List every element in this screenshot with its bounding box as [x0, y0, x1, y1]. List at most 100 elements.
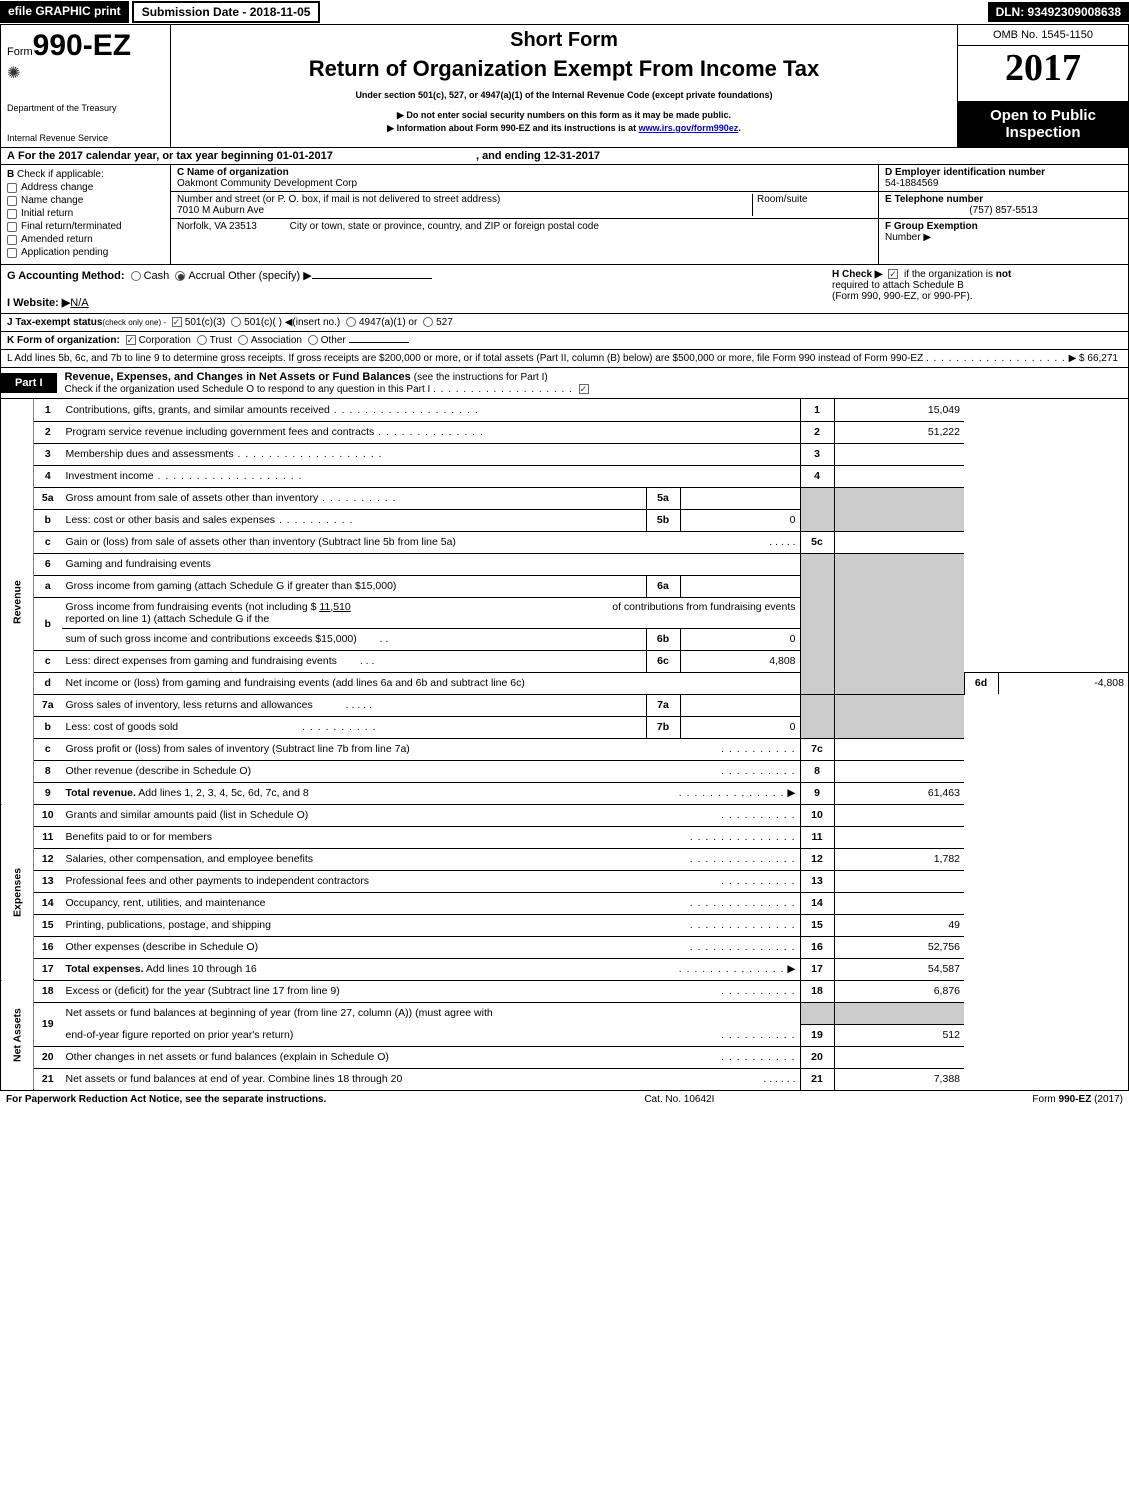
line-19-b: end-of-year figure reported on prior yea…	[1, 1024, 1128, 1046]
line-6: 6 Gaming and fundraising events	[1, 553, 1128, 575]
phone-value: (757) 857-5513	[885, 205, 1122, 216]
line-17-amount: 54,587	[834, 958, 964, 980]
line-2-amount: 51,222	[834, 421, 964, 443]
section-bcdef: B Check if applicable: Address change Na…	[1, 165, 1128, 265]
short-form-title: Short Form	[177, 29, 951, 52]
dln-label: DLN: 93492309008638	[988, 2, 1129, 22]
return-title: Return of Organization Exempt From Incom…	[177, 56, 951, 82]
chk-501c3[interactable]	[172, 317, 182, 327]
do-not-enter-text: ▶ Do not enter social security numbers o…	[177, 110, 951, 121]
section-j: J Tax-exempt status(check only one) - 50…	[1, 314, 1128, 332]
chk-name-change[interactable]: Name change	[7, 195, 164, 206]
irs-eagle-icon: ✺	[7, 63, 164, 83]
info-about-text: ▶ Information about Form 990-EZ and its …	[177, 123, 951, 134]
line-9-amount: 61,463	[834, 782, 964, 804]
line-5b-amount: 0	[680, 509, 800, 531]
line-9: 9 Total revenue. Add lines 1, 2, 3, 4, 5…	[1, 782, 1128, 804]
line-18-amount: 6,876	[834, 980, 964, 1002]
section-l: L Add lines 5b, 6c, and 7b to line 9 to …	[1, 350, 1128, 368]
part-1-table: Revenue 1 Contributions, gifts, grants, …	[1, 399, 1128, 1090]
group-exemption-number: Number ▶	[885, 232, 1122, 243]
dept-irs: Internal Revenue Service	[7, 133, 164, 143]
radio-accrual[interactable]	[175, 271, 185, 281]
chk-final-return[interactable]: Final return/terminated	[7, 221, 164, 232]
chk-schedule-o[interactable]	[579, 384, 589, 394]
form-prefix: Form	[7, 46, 33, 58]
netassets-section-label: Net Assets	[1, 980, 34, 1090]
top-bar: efile GRAPHIC print Submission Date - 20…	[0, 0, 1129, 24]
open-to-public-badge: Open to Public Inspection	[958, 101, 1128, 147]
section-i: I Website: ▶N/A	[7, 296, 832, 309]
line-12-amount: 1,782	[834, 848, 964, 870]
tax-year: 2017	[958, 46, 1128, 101]
line-21-amount: 7,388	[834, 1068, 964, 1090]
radio-trust[interactable]	[197, 335, 207, 345]
chk-amended-return[interactable]: Amended return	[7, 234, 164, 245]
chk-schedule-b[interactable]	[888, 269, 898, 279]
line-6b-fundraising-amt: 11,510	[319, 601, 350, 613]
chk-address-change[interactable]: Address change	[7, 182, 164, 193]
line-4: 4 Investment income 4	[1, 465, 1128, 487]
expenses-section-label: Expenses	[1, 804, 34, 980]
section-h: H Check ▶ if the organization is not req…	[832, 269, 1122, 309]
efile-print-button[interactable]: efile GRAPHIC print	[0, 1, 129, 23]
radio-association[interactable]	[238, 335, 248, 345]
line-1-amount: 15,049	[834, 399, 964, 421]
page-footer: For Paperwork Reduction Act Notice, see …	[0, 1091, 1129, 1108]
catalog-number: Cat. No. 10642I	[644, 1094, 714, 1105]
radio-527[interactable]	[423, 317, 433, 327]
chk-application-pending[interactable]: Application pending	[7, 247, 164, 258]
section-c: C Name of organization Oakmont Community…	[171, 165, 878, 264]
line-14: 14 Occupancy, rent, utilities, and maint…	[1, 892, 1128, 914]
radio-other[interactable]	[308, 335, 318, 345]
line-5c: c Gain or (loss) from sale of assets oth…	[1, 531, 1128, 553]
line-17: 17 Total expenses. Add lines 10 through …	[1, 958, 1128, 980]
section-def: D Employer identification number 54-1884…	[878, 165, 1128, 264]
line-12: 12 Salaries, other compensation, and emp…	[1, 848, 1128, 870]
line-6c-amount: 4,808	[680, 650, 800, 672]
line-5a: 5a Gross amount from sale of assets othe…	[1, 487, 1128, 509]
line-3: 3 Membership dues and assessments 3	[1, 443, 1128, 465]
gross-receipts-amount: $ 66,271	[1079, 353, 1118, 364]
room-suite-label: Room/suite	[752, 194, 872, 216]
ein-value: 54-1884569	[885, 178, 1122, 189]
line-19-amount: 512	[834, 1024, 964, 1046]
radio-cash[interactable]	[131, 271, 141, 281]
line-10: Expenses 10 Grants and similar amounts p…	[1, 804, 1128, 826]
dept-treasury: Department of the Treasury	[7, 103, 164, 113]
under-section-text: Under section 501(c), 527, or 4947(a)(1)…	[177, 90, 951, 100]
section-g-h: G Accounting Method: Cash Accrual Other …	[1, 265, 1128, 314]
line-21: 21 Net assets or fund balances at end of…	[1, 1068, 1128, 1090]
line-19-a: 19 Net assets or fund balances at beginn…	[1, 1002, 1128, 1024]
line-6b-amount: 0	[680, 628, 800, 650]
org-name: Oakmont Community Development Corp	[177, 178, 872, 189]
form-version: Form 990-EZ (2017)	[1032, 1094, 1123, 1105]
accounting-method: G Accounting Method: Cash Accrual Other …	[7, 269, 832, 282]
revenue-section-label: Revenue	[1, 399, 34, 804]
radio-4947a1[interactable]	[346, 317, 356, 327]
section-b: B Check if applicable: Address change Na…	[1, 165, 171, 264]
line-1: Revenue 1 Contributions, gifts, grants, …	[1, 399, 1128, 421]
paperwork-notice: For Paperwork Reduction Act Notice, see …	[6, 1094, 326, 1105]
submission-date: Submission Date - 2018-11-05	[132, 1, 321, 23]
org-city: Norfolk, VA 23513	[177, 221, 257, 232]
line-15-amount: 49	[834, 914, 964, 936]
line-7b-amount: 0	[680, 716, 800, 738]
radio-501c[interactable]	[231, 317, 241, 327]
line-8: 8 Other revenue (describe in Schedule O)…	[1, 760, 1128, 782]
omb-number: OMB No. 1545-1150	[958, 25, 1128, 46]
line-6d-amount: -4,808	[998, 672, 1128, 694]
line-7c: c Gross profit or (loss) from sales of i…	[1, 738, 1128, 760]
line-20: 20 Other changes in net assets or fund b…	[1, 1046, 1128, 1068]
form990ez-link[interactable]: www.irs.gov/form990ez	[639, 123, 739, 133]
section-k: K Form of organization: Corporation Trus…	[1, 332, 1128, 350]
org-street: 7010 M Auburn Ave	[177, 205, 752, 216]
line-16: 16 Other expenses (describe in Schedule …	[1, 936, 1128, 958]
chk-initial-return[interactable]: Initial return	[7, 208, 164, 219]
form-header: Form990-EZ ✺ Department of the Treasury …	[1, 25, 1128, 148]
chk-corporation[interactable]	[126, 335, 136, 345]
line-7a: 7a Gross sales of inventory, less return…	[1, 694, 1128, 716]
line-15: 15 Printing, publications, postage, and …	[1, 914, 1128, 936]
line-13: 13 Professional fees and other payments …	[1, 870, 1128, 892]
line-16-amount: 52,756	[834, 936, 964, 958]
